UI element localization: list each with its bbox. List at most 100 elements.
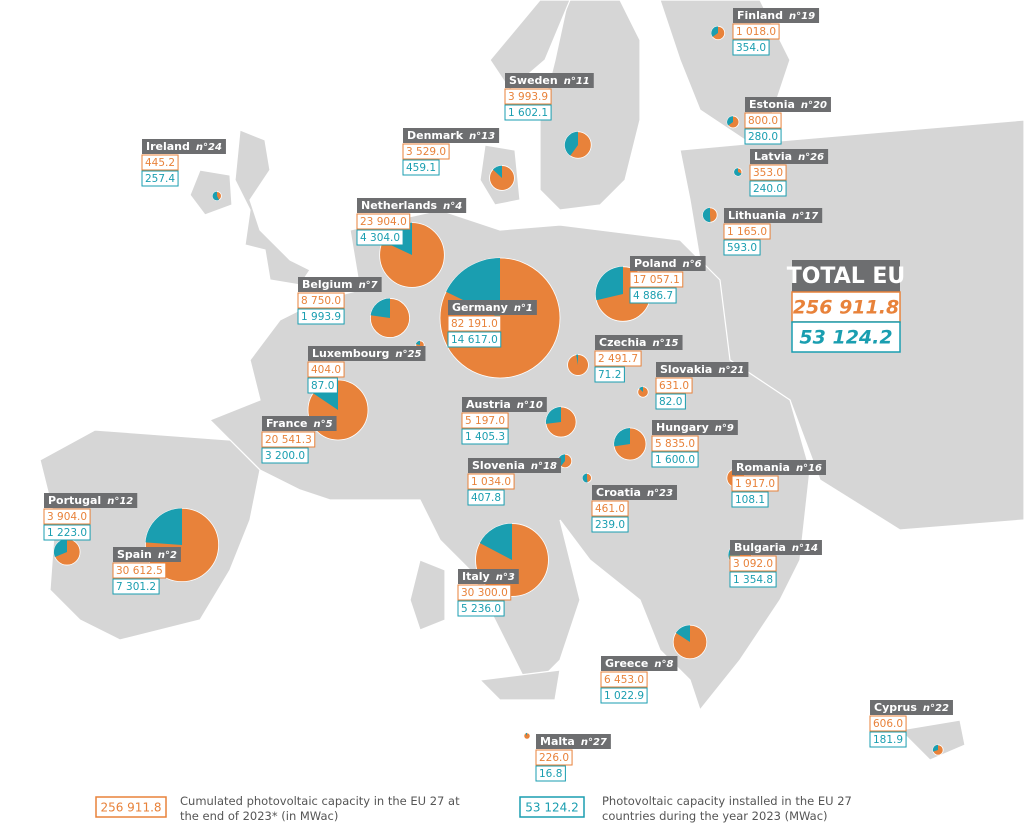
country-label: Cyprus n°22 606.0 181.9 (869, 700, 953, 748)
name-bar (592, 485, 677, 500)
installed-box (629, 287, 677, 304)
country-label: Germany n°1 82 191.0 14 617.0 (447, 300, 537, 348)
cumulated-box (600, 671, 648, 688)
country-name: Luxembourg (312, 347, 389, 360)
country-rank: n°27 (581, 737, 607, 748)
country-name: Belgium (302, 278, 353, 291)
cumulated-box (651, 435, 699, 452)
cumulated-label: 30 612.5 (116, 565, 163, 577)
name-bar (595, 335, 683, 350)
installed-box (43, 524, 91, 541)
installed-box (729, 571, 777, 588)
total-installed: 53 124.2 (799, 327, 892, 349)
installed-label: 181.9 (873, 734, 903, 746)
cumulated-label: 2 491.7 (598, 353, 638, 365)
country-name: Ireland (146, 140, 190, 153)
name-bar (357, 198, 467, 213)
installed-label: 16.8 (539, 768, 562, 780)
country-name: Latvia (754, 150, 792, 163)
installed-label: 3 200.0 (265, 450, 305, 462)
installed-box (447, 331, 502, 348)
installed-label: 239.0 (595, 519, 625, 531)
installed-label: 14 617.0 (451, 334, 498, 346)
country-name: Netherlands (361, 199, 438, 212)
installed-box (869, 731, 907, 748)
country-label: Portugal n°12 3 904.0 1 223.0 (43, 493, 138, 541)
country-rank: n°8 (654, 659, 673, 670)
country-rank: n°17 (792, 211, 818, 222)
country-rank: n°11 (564, 76, 590, 87)
pie-installed (595, 266, 623, 301)
installed-label: 5 236.0 (461, 603, 501, 615)
total-installed-box (791, 321, 901, 353)
installed-box (112, 578, 160, 595)
cumulated-label: 1 165.0 (727, 226, 767, 238)
cumulated-label: 23 904.0 (360, 216, 407, 228)
country-name: Czechia (599, 336, 646, 349)
country-name: Italy (462, 570, 490, 583)
legend-installed-text: Photovoltaic capacity installed in the E… (602, 794, 852, 823)
legend-installed-box (519, 796, 585, 818)
cumulated-box (729, 555, 777, 572)
cumulated-box (723, 223, 771, 240)
cumulated-label: 1 018.0 (736, 26, 776, 38)
installed-box (651, 451, 699, 468)
pie-installed (675, 625, 690, 642)
country-label: Sweden n°11 3 993.9 1 602.1 (504, 73, 594, 121)
cumulated-box (356, 213, 411, 230)
installed-box (261, 447, 309, 464)
installed-label: 459.1 (406, 162, 436, 174)
cumulated-label: 20 541.3 (265, 434, 312, 446)
cumulated-label: 1 034.0 (471, 476, 511, 488)
country-name: Slovenia (472, 459, 525, 472)
legend: 256 911.8 Cumulated photovoltaic capacit… (95, 794, 852, 823)
country-label: Estonia n°20 800.0 280.0 (744, 97, 831, 145)
cumulated-label: 5 197.0 (465, 415, 505, 427)
cumulated-box (744, 112, 782, 129)
installed-box (461, 428, 509, 445)
installed-box (723, 239, 761, 256)
installed-box (467, 489, 505, 506)
cumulated-box (461, 412, 509, 429)
installed-box (504, 104, 552, 121)
cumulated-box (141, 154, 179, 171)
name-bar (44, 493, 138, 508)
installed-box (591, 516, 629, 533)
name-bar (630, 256, 706, 271)
country-rank: n°6 (683, 259, 702, 270)
installed-label: 1 354.8 (733, 574, 773, 586)
country-rank: n°14 (792, 543, 818, 554)
country-rank: n°20 (801, 100, 827, 111)
country-name: Poland (634, 257, 677, 270)
country-label: Spain n°2 30 612.5 7 301.2 (112, 547, 181, 595)
name-bar (750, 149, 829, 164)
country-rank: n°10 (517, 400, 543, 411)
cumulated-label: 82 191.0 (451, 318, 498, 330)
country-rank: n°1 (514, 303, 533, 314)
total-cumulated: 256 911.8 (793, 297, 899, 319)
name-bar (505, 73, 594, 88)
country-label: Belgium n°7 8 750.0 1 993.9 (297, 277, 382, 325)
legend-cumulated-box (95, 796, 167, 818)
country-rank: n°22 (923, 703, 949, 714)
installed-box (307, 377, 338, 394)
installed-box (594, 366, 625, 383)
labels: Finland n°19 1 018.0 354.0 Sweden n°11 3 993.9… (43, 8, 953, 782)
country-name: Croatia (596, 486, 641, 499)
installed-box (457, 600, 505, 617)
country-name: Spain (117, 548, 152, 561)
installed-label: 82.0 (659, 396, 682, 408)
country-name: Malta (540, 735, 575, 748)
cumulated-box (112, 562, 167, 579)
country-rank: n°26 (798, 152, 824, 163)
country-label: Luxembourg n°25 404.0 87.0 (307, 346, 426, 394)
cumulated-box (467, 473, 515, 490)
installed-label: 1 223.0 (47, 527, 87, 539)
legend-cumulated-text-wrap: Cumulated photovoltaic capacity in the E… (180, 794, 460, 823)
country-label: Finland n°19 1 018.0 354.0 (732, 8, 820, 56)
country-rank: n°5 (313, 419, 332, 430)
cumulated-label: 5 835.0 (655, 438, 695, 450)
name-bar (462, 397, 547, 412)
installed-label: 1 602.1 (508, 107, 548, 119)
